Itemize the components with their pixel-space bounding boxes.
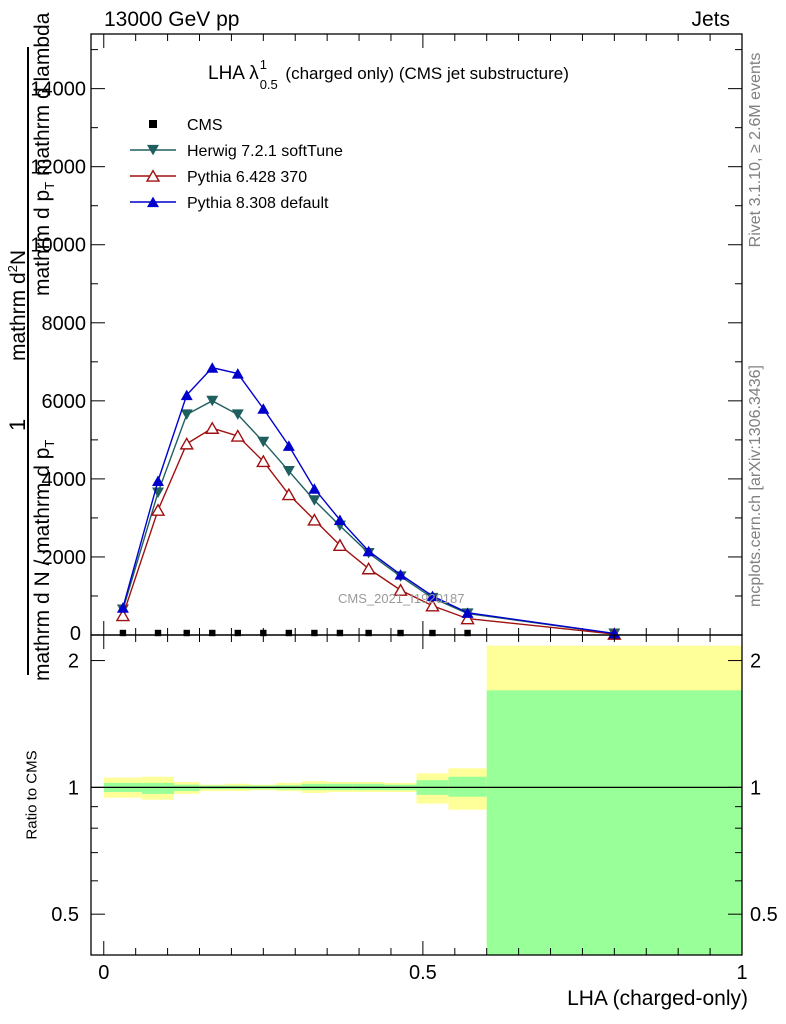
data-point-3-6 [282,440,295,451]
data-point-3-10 [394,569,407,580]
data-point-0-7 [311,629,318,637]
title-sup: 1 [259,57,267,72]
main-ytick-label-0: 2000 [42,547,87,569]
data-point-3-0 [116,602,129,613]
data-point-1-6 [282,465,295,477]
legend-marker-2 [145,169,161,182]
data-point-2-8 [332,538,348,552]
data-point-0-3 [209,629,216,637]
data-point-1-5 [257,436,270,448]
legend-label-2: Pythia 6.428 370 [187,169,307,186]
legend-label-1: Herwig 7.2.1 softTune [187,143,343,160]
data-point-2-6 [281,487,297,501]
data-point-2-10 [393,583,408,596]
main-ytick-label-zero: 0 [70,623,81,645]
data-point-2-1 [150,503,166,516]
data-point-2-2 [179,436,194,450]
data-point-1-7 [308,495,321,506]
x-axis-label: LHA (charged-only) [567,987,748,1010]
data-point-0-11 [429,629,436,637]
analysis-watermark: CMS_2021_I1920187 [338,591,465,606]
category-label: Jets [691,8,730,31]
data-point-0-0 [119,629,127,637]
data-point-2-9 [361,561,376,575]
data-point-2-0 [115,608,131,622]
mcplots-label: mcplots.cern.ch [arXiv:1306.3436] [747,365,764,607]
legend-marker-3 [147,196,159,208]
main-plot-area: 2000 4000 6000 8000 10000 12000 14000 0 CMS Herwi… [30,33,743,645]
energy-label: 13000 GeV pp [104,8,240,31]
data-point-0-6 [285,629,293,637]
ylabel-den-left: mathrm d N / mathrm d pT [31,439,58,681]
main-ytick-label-4: 10000 [30,235,86,257]
legend-label-0: CMS [187,117,223,134]
x-tick-label-1: 0.5 [409,962,437,984]
data-point-3-4 [231,368,244,379]
ratio-ytick-label-left-2: 2 [68,651,79,673]
legend-marker-0 [149,120,157,128]
data-point-2-11 [425,598,440,612]
data-point-0-4 [234,629,241,637]
data-point-2-7 [307,513,322,526]
main-ytick-label-2: 6000 [42,391,87,413]
legend-label-3: Pythia 8.308 default [187,195,329,212]
title-suffix: (charged only) (CMS jet substructure) [280,64,569,83]
ratio-ytick-label-right-0: 0.5 [750,904,778,926]
ratio-frame [90,634,743,956]
data-point-0-2 [183,629,190,637]
data-point-2-12 [460,611,475,625]
main-ylabel: 1 mathrm d2N mathrm d N / mathrm d pT ma… [5,13,95,681]
series-line-3 [122,366,615,635]
x-tick-label-2: 1 [736,962,747,984]
legend-marker-1 [147,144,159,156]
data-point-0-5 [260,629,267,637]
data-point-2-5 [256,454,271,468]
data-point-0-1 [154,629,162,637]
title-sub: 0.5 [259,77,278,92]
data-point-3-11 [426,590,439,602]
ratio-ytick-label-left-1: 1 [68,777,79,799]
data-point-3-9 [362,545,375,557]
data-point-3-13 [608,628,621,639]
data-point-1-3 [206,395,219,407]
data-point-3-12 [461,607,474,618]
ratio-stat-band-13 [486,690,742,955]
data-point-0-10 [397,629,404,637]
data-point-3-5 [257,403,270,414]
data-point-2-3 [205,421,220,434]
main-ytick-label-5: 12000 [30,157,86,179]
data-point-3-8 [333,514,346,525]
title-prefix: LHA λ [208,63,259,84]
ratio-plot-area: 0 0.5 1 0.5 0.5 1 1 2 2 [51,634,778,984]
ylabel-den-right: mathrm d pT mathrm d lambda [31,12,58,296]
ratio-stat-band-1 [142,782,174,794]
data-point-1-4 [231,409,244,420]
plot-title: LHA λ 1 0.5 (charged only) (CMS jet substr… [208,57,569,92]
data-point-3-3 [206,362,219,373]
series-line-2 [122,427,615,635]
data-point-1-2 [180,409,193,420]
main-ytick-label-1: 4000 [42,469,87,491]
main-ytick-label-3: 8000 [42,313,87,335]
data-point-0-8 [336,629,344,637]
data-point-3-2 [180,389,193,401]
data-point-3-7 [308,483,321,494]
main-ytick-label-6: 14000 [30,79,86,101]
data-point-0-9 [365,629,372,637]
ratio-ytick-label-right-1: 1 [750,777,761,799]
ratio-ytick-label-right-2: 2 [750,651,761,673]
ratio-ylabel: Ratio to CMS [23,750,41,840]
data-point-3-1 [152,475,165,486]
rivet-label: Rivet 3.1.10, ≥ 2.6M events [747,52,764,248]
data-point-0-12 [464,629,471,637]
x-tick-label-0: 0 [98,962,109,984]
ratio-ytick-label-left-0: 0.5 [51,904,79,926]
data-point-2-4 [230,429,246,442]
